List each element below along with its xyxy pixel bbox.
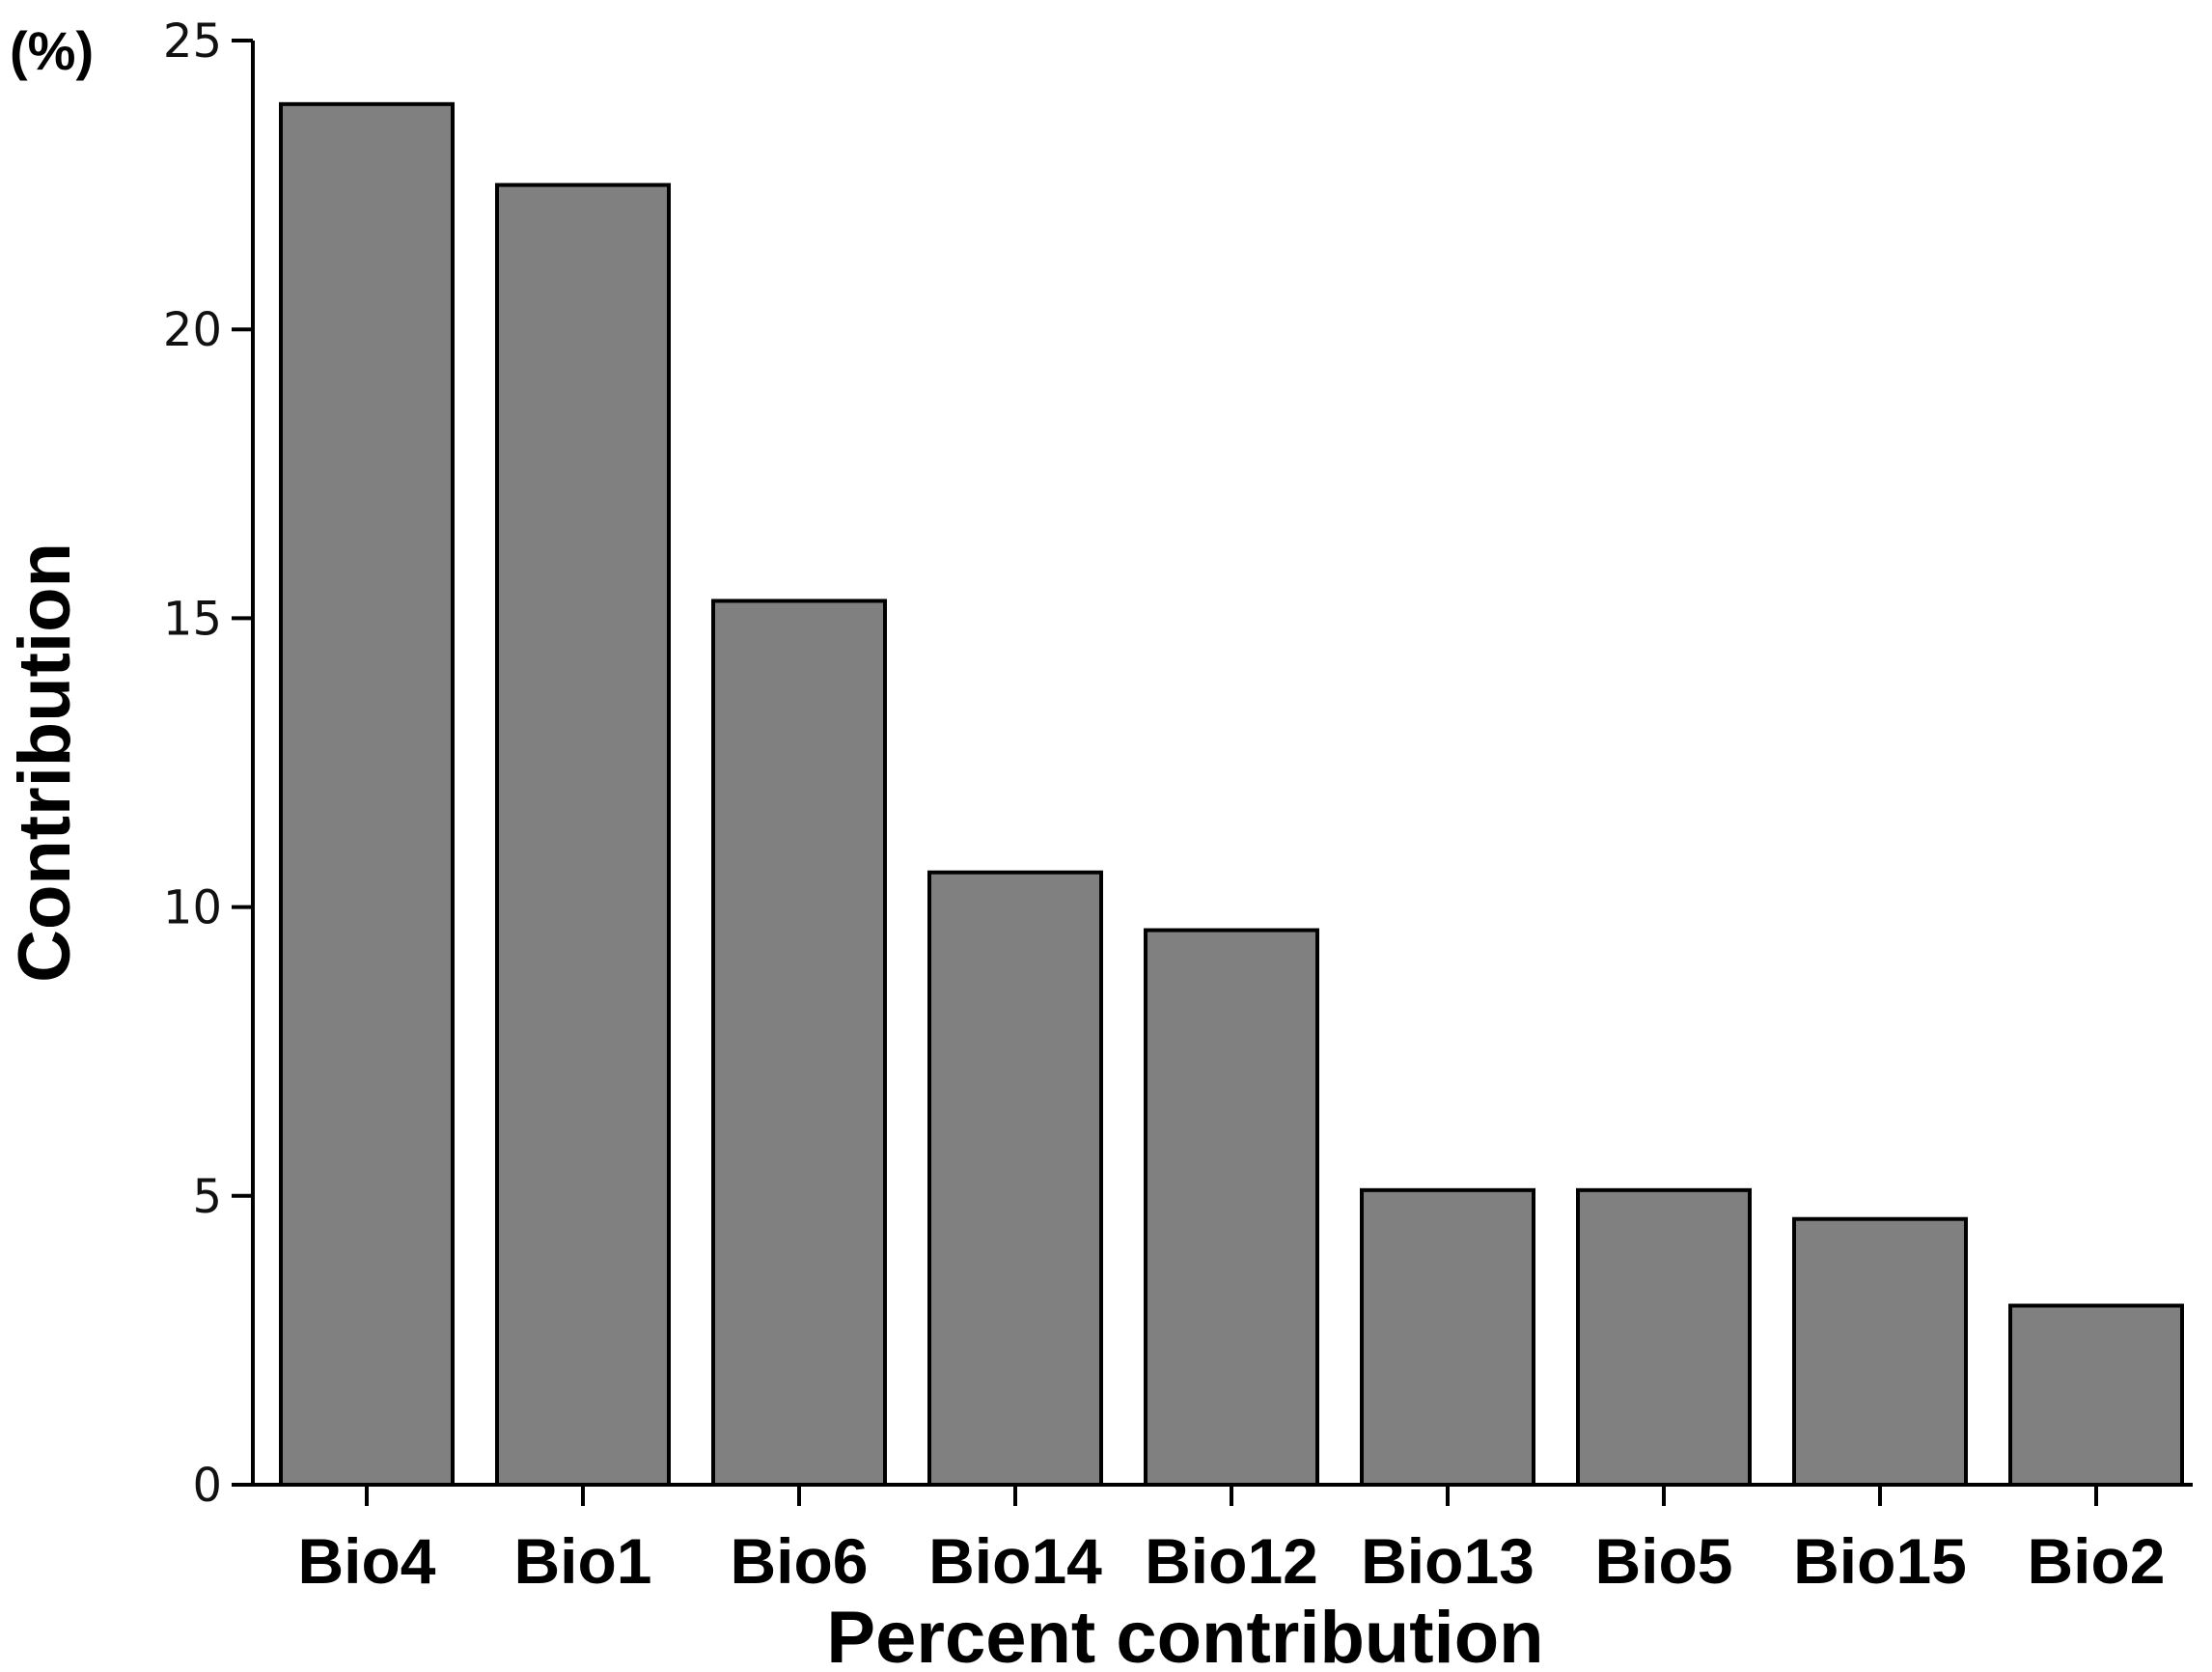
y-tick-label: 5 (192, 1170, 222, 1224)
bar-bio4 (279, 101, 455, 1488)
y-tick-label: 20 (163, 303, 222, 357)
y-tick-label: 10 (163, 881, 222, 935)
x-tick-label-bio1: Bio1 (513, 1525, 651, 1597)
bar-bio15 (1792, 1216, 1968, 1487)
y-tick-label: 0 (192, 1459, 222, 1513)
y-axis-ticks: 0 5 10 15 20 25 (163, 14, 253, 1513)
bars (279, 101, 2184, 1488)
bar-bio12 (1144, 928, 1319, 1487)
y-axis-unit: (%) (10, 20, 94, 81)
x-axis-ticks: Bio4 Bio1 Bio6 Bio14 Bio12 Bio13 Bio5 Bio15 Bio2 (297, 1485, 2166, 1597)
bar-bio13 (1360, 1187, 1535, 1488)
x-tick-label-bio4: Bio4 (297, 1525, 435, 1597)
x-tick-label-bio14: Bio14 (928, 1525, 1102, 1597)
x-tick-label-bio5: Bio5 (1594, 1525, 1732, 1597)
y-tick-label: 25 (163, 14, 222, 69)
x-tick-label-bio12: Bio12 (1145, 1525, 1318, 1597)
bar-bio2 (2008, 1303, 2184, 1487)
bar-bio14 (927, 870, 1103, 1487)
x-tick-label-bio13: Bio13 (1361, 1525, 1535, 1597)
x-axis-title: Percent contribution (826, 1597, 1543, 1672)
x-tick-label-bio6: Bio6 (730, 1525, 868, 1597)
x-tick-label-bio15: Bio15 (1793, 1525, 1967, 1597)
bar-bio1 (495, 182, 671, 1488)
y-tick-label: 15 (163, 592, 222, 646)
bar-bio5 (1576, 1187, 1752, 1488)
x-tick-label-bio2: Bio2 (2027, 1525, 2165, 1597)
bar-bio6 (711, 599, 887, 1487)
y-axis-title: Contribution (4, 543, 86, 983)
